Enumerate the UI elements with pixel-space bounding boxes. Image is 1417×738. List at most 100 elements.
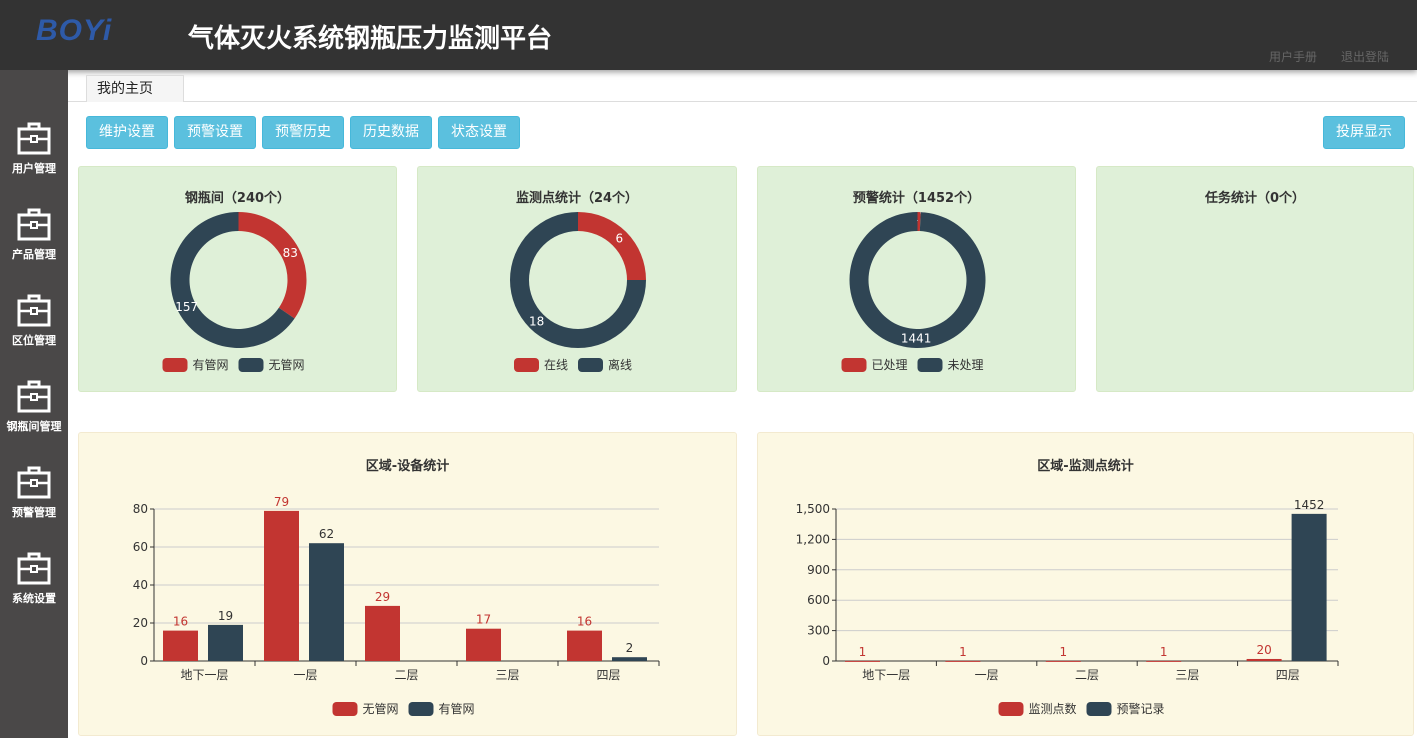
toolbar-button-4[interactable]: 状态设置: [438, 116, 520, 149]
x-tick-label: 一层: [293, 668, 317, 682]
legend-swatch[interactable]: [841, 358, 867, 372]
legend-label[interactable]: 在线: [544, 358, 568, 372]
header: BOYi 气体灭火系统钢瓶压力监测平台 用户手册 退出登陆: [0, 0, 1417, 70]
chart-svg: 在线 离线 6 18: [510, 212, 646, 372]
user-manual-link[interactable]: 用户手册: [1269, 50, 1318, 64]
bar[interactable]: [466, 628, 501, 661]
pie-label: 1441: [901, 331, 932, 345]
sidebar-item-1[interactable]: 产品管理: [0, 206, 68, 286]
y-tick-label: 40: [133, 578, 148, 592]
toolbar-button-0[interactable]: 维护设置: [86, 116, 168, 149]
bar[interactable]: [1291, 513, 1327, 661]
legend-swatch[interactable]: [162, 358, 188, 372]
legend-swatch[interactable]: [408, 702, 434, 716]
pie-slice[interactable]: [170, 212, 295, 348]
bar-label: 1: [959, 645, 967, 659]
sidebar-item-5[interactable]: 系统设置: [0, 550, 68, 630]
tab-home[interactable]: 我的主页: [86, 75, 184, 102]
sidebar-item-4[interactable]: 预警管理: [0, 464, 68, 544]
fullscreen-button[interactable]: 投屏显示: [1323, 116, 1405, 149]
bar[interactable]: [1246, 658, 1282, 661]
chart-card-3: 任务统计（0个）: [1096, 166, 1414, 392]
bar[interactable]: [208, 624, 243, 661]
logout-link[interactable]: 退出登陆: [1341, 50, 1390, 64]
bar[interactable]: [945, 660, 981, 662]
bar[interactable]: [1045, 660, 1081, 662]
legend-label[interactable]: 监测点数: [1029, 701, 1077, 716]
sidebar-item-label: 系统设置: [12, 592, 56, 605]
legend-label[interactable]: 有管网: [193, 357, 229, 372]
y-tick-label: 0: [140, 654, 148, 668]
bar[interactable]: [1146, 660, 1182, 662]
sidebar: 用户管理 产品管理区位管理钢瓶间管理预警管理系统设置: [0, 70, 68, 738]
bar-label: 29: [375, 590, 390, 604]
y-tick-label: 900: [807, 563, 830, 577]
legend-swatch[interactable]: [332, 702, 358, 716]
x-tick-label: 四层: [1276, 668, 1300, 682]
legend-swatch[interactable]: [998, 702, 1024, 716]
bar-label: 79: [274, 495, 289, 509]
pie-slice[interactable]: [849, 212, 986, 348]
y-tick-label: 20: [133, 616, 148, 630]
chart-card-4: 无管网 有管网 0 20 40 60 80 地下一层 16 19 一层 79 62 二层 29 三层 17 四层 1…: [78, 432, 737, 736]
x-tick-label: 三层: [495, 668, 519, 682]
bar[interactable]: [264, 510, 299, 661]
toolbar-button-3[interactable]: 历史数据: [350, 116, 432, 149]
bar-label: 1: [859, 645, 867, 659]
pie-label: 157: [175, 300, 198, 314]
pie-slice[interactable]: [578, 212, 646, 280]
legend-swatch[interactable]: [1086, 702, 1112, 716]
sidebar-item-0[interactable]: 用户管理: [0, 120, 68, 200]
y-tick-label: 600: [807, 593, 830, 607]
legend-swatch[interactable]: [578, 358, 603, 372]
bar[interactable]: [365, 605, 400, 661]
bar-label: 2: [626, 641, 634, 655]
x-tick-label: 地下一层: [180, 668, 228, 682]
bar-label: 1: [1059, 645, 1067, 659]
bar[interactable]: [567, 630, 602, 661]
pie-slice[interactable]: [238, 212, 307, 319]
y-tick-label: 1,200: [796, 532, 830, 546]
pie-label: 83: [283, 246, 298, 260]
logo: BOYi: [36, 14, 113, 47]
sidebar-item-label: 区位管理: [12, 334, 56, 347]
bar[interactable]: [845, 660, 880, 662]
y-tick-label: 0: [822, 654, 830, 668]
legend-swatch[interactable]: [238, 358, 264, 372]
bar-label: 1: [1160, 645, 1168, 659]
chart-title: 区域-设备统计: [365, 459, 450, 474]
bar-label: 20: [1256, 643, 1271, 657]
chart-title: 钢瓶间（240个）: [184, 191, 291, 206]
pie-label: 18: [529, 314, 544, 328]
legend-label[interactable]: 无管网: [269, 357, 305, 372]
chart-card-1: 在线 离线 6 18 监测点统计（24个）: [417, 166, 737, 392]
briefcase-icon: [17, 380, 51, 413]
bar[interactable]: [612, 657, 647, 661]
chart-title: 区域-监测点统计: [1037, 459, 1134, 474]
y-tick-label: 300: [807, 624, 830, 638]
legend-label[interactable]: 预警记录: [1117, 701, 1165, 716]
legend-label[interactable]: 未处理: [948, 358, 984, 372]
pie-slice[interactable]: [917, 212, 921, 232]
briefcase-icon: [17, 552, 51, 585]
bar[interactable]: [163, 630, 198, 661]
chart-title: 任务统计（0个）: [1204, 191, 1306, 206]
pie-label: 6: [616, 232, 624, 246]
chart-title: 监测点统计（24个）: [515, 191, 639, 206]
chart-svg: 监测点数 预警记录03006009001,2001,500地下一层1一层1二层1三…: [796, 498, 1339, 716]
legend-swatch[interactable]: [514, 358, 539, 372]
legend-label[interactable]: 离线: [608, 357, 632, 372]
toolbar-button-1[interactable]: 预警设置: [174, 116, 256, 149]
legend-label[interactable]: 有管网: [439, 701, 475, 716]
sidebar-item-3[interactable]: 钢瓶间管理: [0, 378, 68, 458]
legend-swatch[interactable]: [917, 358, 943, 372]
chart-card-2: 已处理 未处理 11 1441 预警统计（1452个）: [757, 166, 1076, 392]
legend-label[interactable]: 无管网: [363, 701, 399, 716]
sidebar-item-label: 钢瓶间管理: [6, 420, 62, 433]
y-tick-label: 80: [133, 502, 148, 516]
bar[interactable]: [309, 543, 344, 661]
sidebar-item-2[interactable]: 区位管理: [0, 292, 68, 372]
legend-label[interactable]: 已处理: [872, 358, 908, 372]
toolbar-button-2[interactable]: 预警历史: [262, 116, 344, 149]
